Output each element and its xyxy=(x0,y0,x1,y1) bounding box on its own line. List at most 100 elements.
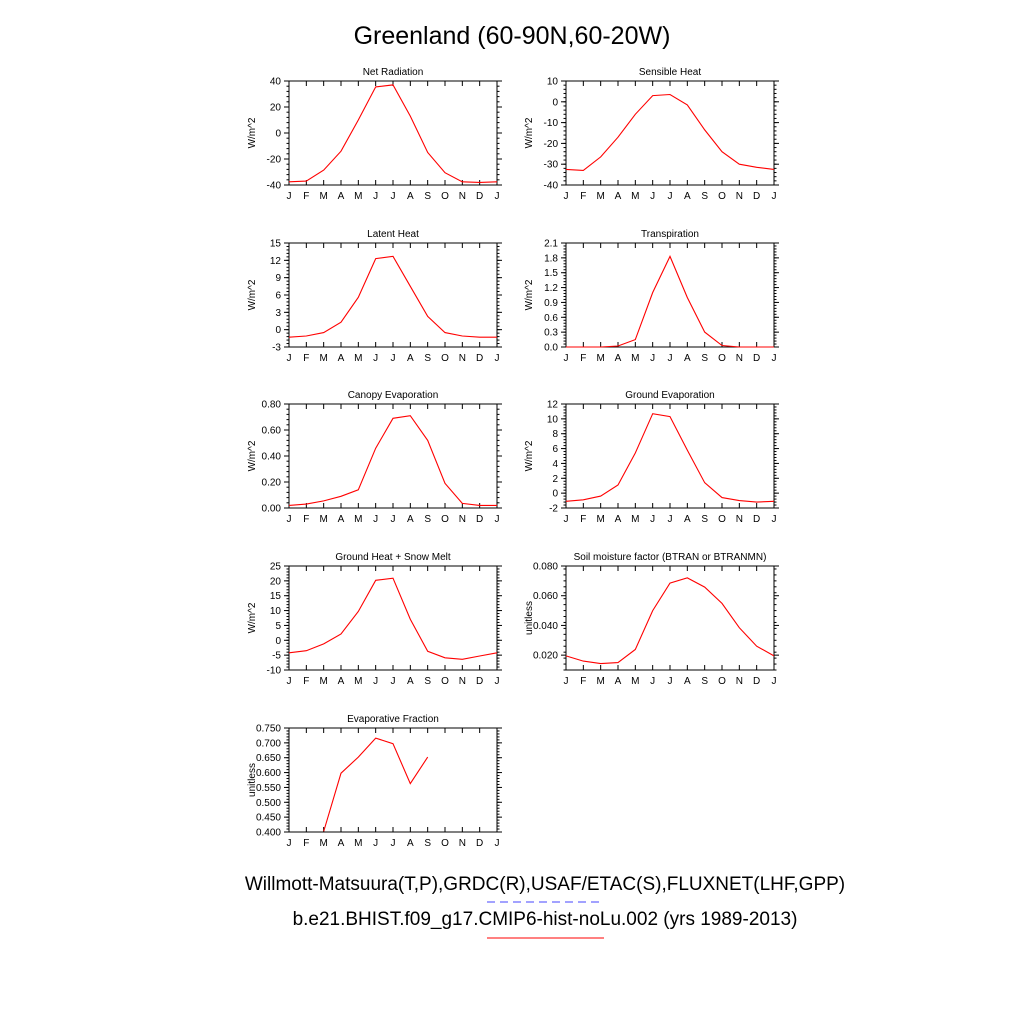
y-axis-label: W/m^2 xyxy=(524,440,535,471)
panel-frame xyxy=(565,403,775,509)
y-tick-label: 0.400 xyxy=(256,828,281,839)
x-tick-label: O xyxy=(441,191,449,202)
y-tick-label: -10 xyxy=(267,666,282,677)
x-tick-label: O xyxy=(441,353,449,364)
series-line xyxy=(565,577,775,665)
x-tick-label: N xyxy=(736,353,743,364)
y-tick-label: 20 xyxy=(270,576,282,587)
x-tick-label: J xyxy=(287,353,292,364)
x-tick-label: J xyxy=(772,514,777,525)
x-tick-label: J xyxy=(495,353,500,364)
y-tick-label: 10 xyxy=(270,606,282,617)
x-tick-label: D xyxy=(753,514,760,525)
panel-frame xyxy=(565,565,775,671)
x-tick-label: J xyxy=(772,676,777,687)
x-tick-label: J xyxy=(391,191,396,202)
y-tick-label: 1.5 xyxy=(544,268,558,279)
y-tick-label: 20 xyxy=(270,103,282,114)
y-tick-label: 0.80 xyxy=(262,400,282,411)
y-axis-label: W/m^2 xyxy=(247,279,258,310)
x-tick-label: M xyxy=(354,514,362,525)
series-line xyxy=(566,255,774,348)
x-tick-label: S xyxy=(424,676,431,687)
x-tick-label: A xyxy=(338,353,345,364)
x-tick-label: J xyxy=(287,191,292,202)
x-tick-label: J xyxy=(373,191,378,202)
x-tick-label: M xyxy=(319,514,327,525)
panel-frame xyxy=(288,727,498,833)
main-title: Greenland (60-90N,60-20W) xyxy=(354,22,671,50)
y-tick-label: 12 xyxy=(270,256,282,267)
x-tick-label: F xyxy=(303,353,309,364)
x-tick-label: O xyxy=(441,676,449,687)
y-tick-label: 10 xyxy=(547,77,559,88)
x-tick-label: J xyxy=(564,191,569,202)
y-tick-label: 0.650 xyxy=(256,753,281,764)
x-tick-label: S xyxy=(424,838,431,849)
x-tick-label: A xyxy=(338,191,345,202)
x-tick-label: J xyxy=(668,191,673,202)
y-tick-label: 6 xyxy=(275,291,281,302)
series-line xyxy=(288,577,498,660)
panel-title: Net Radiation xyxy=(363,67,424,78)
y-tick-label: 25 xyxy=(270,562,282,573)
x-tick-label: J xyxy=(287,838,292,849)
x-tick-label: M xyxy=(631,676,639,687)
y-tick-label: 0.080 xyxy=(533,562,558,573)
x-tick-label: N xyxy=(459,514,466,525)
y-tick-label: 0.20 xyxy=(262,478,282,489)
y-tick-label: 12 xyxy=(547,400,559,411)
x-tick-label: A xyxy=(338,676,345,687)
x-tick-label: J xyxy=(373,514,378,525)
legend-label-model: b.e21.BHIST.f09_g17.CMIP6-hist-noLu.002 … xyxy=(293,909,798,930)
x-tick-label: J xyxy=(287,514,292,525)
y-tick-label: 0.40 xyxy=(262,452,282,463)
panel-title: Transpiration xyxy=(641,229,699,240)
y-axis-label: W/m^2 xyxy=(524,279,535,310)
y-axis-label: W/m^2 xyxy=(247,602,258,633)
x-tick-label: N xyxy=(736,676,743,687)
x-tick-label: J xyxy=(564,353,569,364)
y-tick-label: 0.500 xyxy=(256,798,281,809)
x-tick-label: A xyxy=(684,514,691,525)
y-tick-label: -5 xyxy=(272,651,281,662)
y-tick-label: 2 xyxy=(552,474,558,485)
y-tick-label: 0.60 xyxy=(262,426,282,437)
panel-7: Soil moisture factor (BTRAN or BTRANMN) u… xyxy=(524,552,779,687)
panel-title: Sensible Heat xyxy=(639,67,701,78)
x-tick-label: D xyxy=(476,353,483,364)
y-tick-label: 8 xyxy=(552,429,558,440)
x-tick-label: J xyxy=(373,838,378,849)
x-tick-label: A xyxy=(407,191,414,202)
y-tick-label: 40 xyxy=(270,77,282,88)
x-tick-label: N xyxy=(459,676,466,687)
x-tick-label: S xyxy=(424,191,431,202)
x-tick-label: D xyxy=(753,353,760,364)
panel-title: Ground Evaporation xyxy=(625,390,715,401)
x-tick-label: J xyxy=(772,191,777,202)
y-axis-label: W/m^2 xyxy=(524,117,535,148)
x-tick-label: F xyxy=(303,191,309,202)
legend: Willmott-Matsuura(T,P),GRDC(R),USAF/ETAC… xyxy=(245,874,845,939)
panel-title: Latent Heat xyxy=(367,229,419,240)
y-tick-label: 0.700 xyxy=(256,738,281,749)
x-tick-label: J xyxy=(391,353,396,364)
x-tick-label: M xyxy=(596,353,604,364)
x-tick-label: F xyxy=(580,353,586,364)
x-tick-label: M xyxy=(354,838,362,849)
x-tick-label: M xyxy=(596,676,604,687)
x-tick-label: A xyxy=(338,838,345,849)
series-line xyxy=(565,413,775,503)
y-tick-label: 0 xyxy=(275,129,281,140)
x-tick-label: M xyxy=(354,353,362,364)
y-tick-label: -40 xyxy=(267,181,282,192)
x-tick-label: D xyxy=(476,514,483,525)
panel-frame xyxy=(288,403,498,509)
x-tick-label: J xyxy=(495,676,500,687)
x-tick-label: O xyxy=(718,514,726,525)
